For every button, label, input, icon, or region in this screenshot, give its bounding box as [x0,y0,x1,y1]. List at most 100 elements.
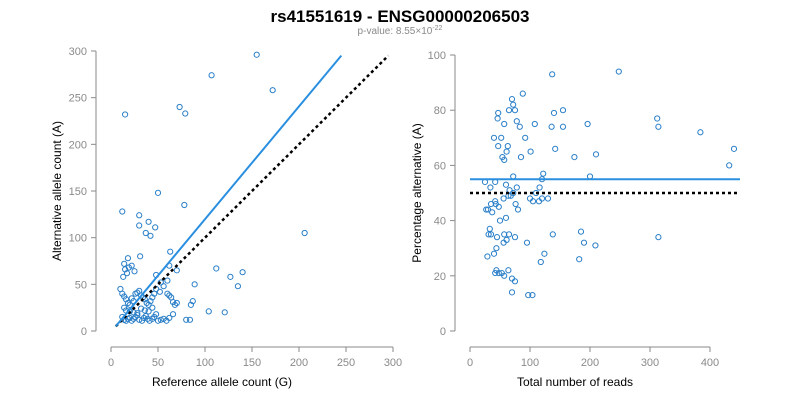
left-y-tick-label: 200 [69,139,87,151]
left-data-point [128,262,135,269]
right-data-point [527,148,534,155]
left-data-point [134,310,141,317]
right-data-point [538,195,546,202]
right-data-point [580,239,588,246]
left-data-point [164,277,171,284]
left-data-point [149,304,156,311]
left-reference-line [114,54,390,328]
left-data-point [147,232,154,239]
right-data-point [548,123,555,130]
right-data-point [504,142,511,150]
right-data-point [544,195,552,202]
left-scatter-plot: 0 50 100 150 200 250 300 0 50 100 150 200 250 300 Refe… [50,46,402,389]
right-data-point [485,231,492,238]
right-data-point [502,181,510,188]
right-data-point [505,107,513,114]
left-data-point [154,189,162,196]
left-data-point [191,281,198,288]
right-y-tick-label: 80 [434,105,446,117]
left-x-tick-label: 150 [243,357,261,369]
right-data-point [654,115,661,122]
right-y-tick-label: 60 [434,160,446,172]
right-data-point [559,107,567,114]
left-y-tick-label: 250 [69,93,87,105]
right-data-point [493,245,500,252]
right-data-point [505,267,512,274]
left-data-point [173,299,180,307]
right-data-point [522,134,529,141]
right-data-point [615,68,622,75]
right-data-point [697,129,704,136]
right-x-tick-label: 100 [521,357,539,369]
right-data-point [510,101,517,108]
right-data-point [513,118,520,125]
left-data-point [182,110,189,117]
left-fit-line [114,55,343,327]
left-data-point [234,283,241,290]
right-x-tick-label: 400 [701,357,719,369]
left-data-point [208,72,215,79]
right-data-point [490,134,498,141]
right-data-point [492,198,499,205]
right-data-point [516,123,523,130]
right-data-point [549,71,556,78]
left-data-point [167,248,174,255]
left-data-point [120,273,127,280]
right-data-point [487,231,495,238]
left-data-point [166,292,173,299]
left-data-point [176,103,183,111]
right-data-point [512,200,519,208]
right-data-point [559,123,567,130]
right-x-axis-label: Total number of reads [517,375,633,389]
p-value-subtitle: p-value: 8.55×10-22 [358,25,443,37]
left-data-point [121,260,128,267]
left-data-point [152,224,159,231]
left-data-point [136,212,143,219]
left-data-point [154,317,162,324]
left-data-point [123,270,131,277]
right-data-point [508,289,516,296]
left-y-axis-label: Alternative allele count (A) [50,121,64,261]
right-data-point [508,96,516,103]
left-data-point [205,308,212,315]
left-data-point [171,301,179,308]
right-data-point [584,120,591,128]
right-data-point [519,90,526,97]
left-data-point [130,315,137,322]
chart-title: rs41551619 - ENSG00000206503 [271,7,530,26]
left-data-point [124,299,132,307]
right-data-point [487,184,494,191]
left-data-point [156,288,163,295]
left-data-point [181,201,188,209]
right-data-point [536,184,543,191]
left-data-point [221,309,228,316]
left-data-point [145,308,152,315]
left-y-tick-label: 150 [69,186,87,198]
right-data-point [576,256,583,263]
right-data-point [502,214,510,221]
p-value-text: p-value: 8.55×10 [358,26,433,37]
right-x-tick-label: 0 [467,357,473,369]
right-data-point [501,272,508,279]
p-value-exponent: -22 [432,25,442,32]
right-data-point [501,231,508,238]
right-data-point [529,292,536,299]
left-data-point [147,298,154,305]
right-y-tick-label: 20 [434,271,446,283]
right-data-point [511,278,519,285]
left-data-point [149,315,156,322]
left-data-point [131,268,138,275]
right-data-point [492,269,499,277]
right-data-point [494,115,501,122]
left-data-point [141,307,148,314]
left-data-point [122,266,129,273]
right-data-point [541,250,548,257]
right-y-tick-label: 0 [440,326,446,338]
right-data-point [484,253,491,260]
right-data-point [552,145,559,152]
right-data-point [483,206,490,213]
left-x-tick-label: 100 [196,357,214,369]
right-data-point [495,269,502,277]
right-data-point [523,239,531,246]
right-data-point [495,142,502,150]
